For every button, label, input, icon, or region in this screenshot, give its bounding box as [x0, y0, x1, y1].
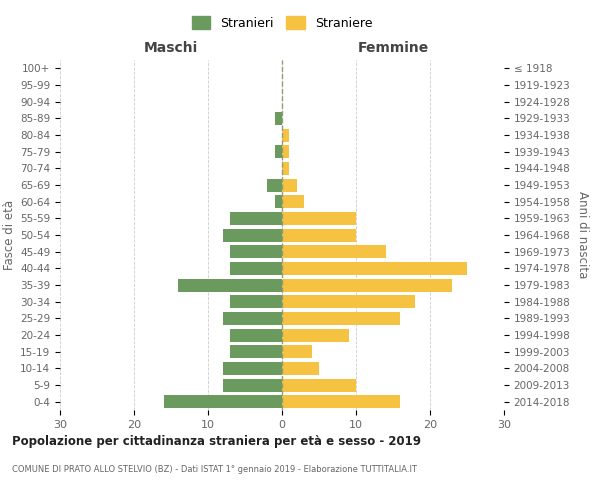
- Bar: [275, 195, 282, 208]
- Bar: [282, 328, 349, 342]
- Bar: [267, 178, 282, 192]
- Bar: [275, 145, 282, 158]
- Bar: [282, 312, 400, 325]
- Bar: [230, 212, 282, 225]
- Text: Popolazione per cittadinanza straniera per età e sesso - 2019: Popolazione per cittadinanza straniera p…: [12, 435, 421, 448]
- Bar: [282, 162, 289, 175]
- Bar: [282, 228, 356, 241]
- Bar: [282, 245, 386, 258]
- Bar: [223, 228, 282, 241]
- Bar: [230, 262, 282, 275]
- Bar: [282, 362, 319, 375]
- Bar: [282, 212, 356, 225]
- Bar: [230, 328, 282, 342]
- Bar: [282, 295, 415, 308]
- Bar: [282, 262, 467, 275]
- Bar: [230, 345, 282, 358]
- Text: Femmine: Femmine: [358, 41, 428, 55]
- Bar: [282, 178, 297, 192]
- Bar: [178, 278, 282, 291]
- Bar: [223, 362, 282, 375]
- Bar: [223, 312, 282, 325]
- Bar: [282, 145, 289, 158]
- Bar: [230, 295, 282, 308]
- Y-axis label: Anni di nascita: Anni di nascita: [576, 192, 589, 278]
- Bar: [223, 378, 282, 392]
- Bar: [230, 245, 282, 258]
- Text: COMUNE DI PRATO ALLO STELVIO (BZ) - Dati ISTAT 1° gennaio 2019 - Elaborazione TU: COMUNE DI PRATO ALLO STELVIO (BZ) - Dati…: [12, 465, 417, 474]
- Bar: [282, 195, 304, 208]
- Bar: [282, 128, 289, 141]
- Text: Maschi: Maschi: [144, 41, 198, 55]
- Bar: [282, 395, 400, 408]
- Bar: [282, 378, 356, 392]
- Bar: [282, 278, 452, 291]
- Legend: Stranieri, Straniere: Stranieri, Straniere: [187, 11, 377, 35]
- Y-axis label: Fasce di età: Fasce di età: [3, 200, 16, 270]
- Bar: [282, 345, 311, 358]
- Bar: [164, 395, 282, 408]
- Bar: [275, 112, 282, 125]
